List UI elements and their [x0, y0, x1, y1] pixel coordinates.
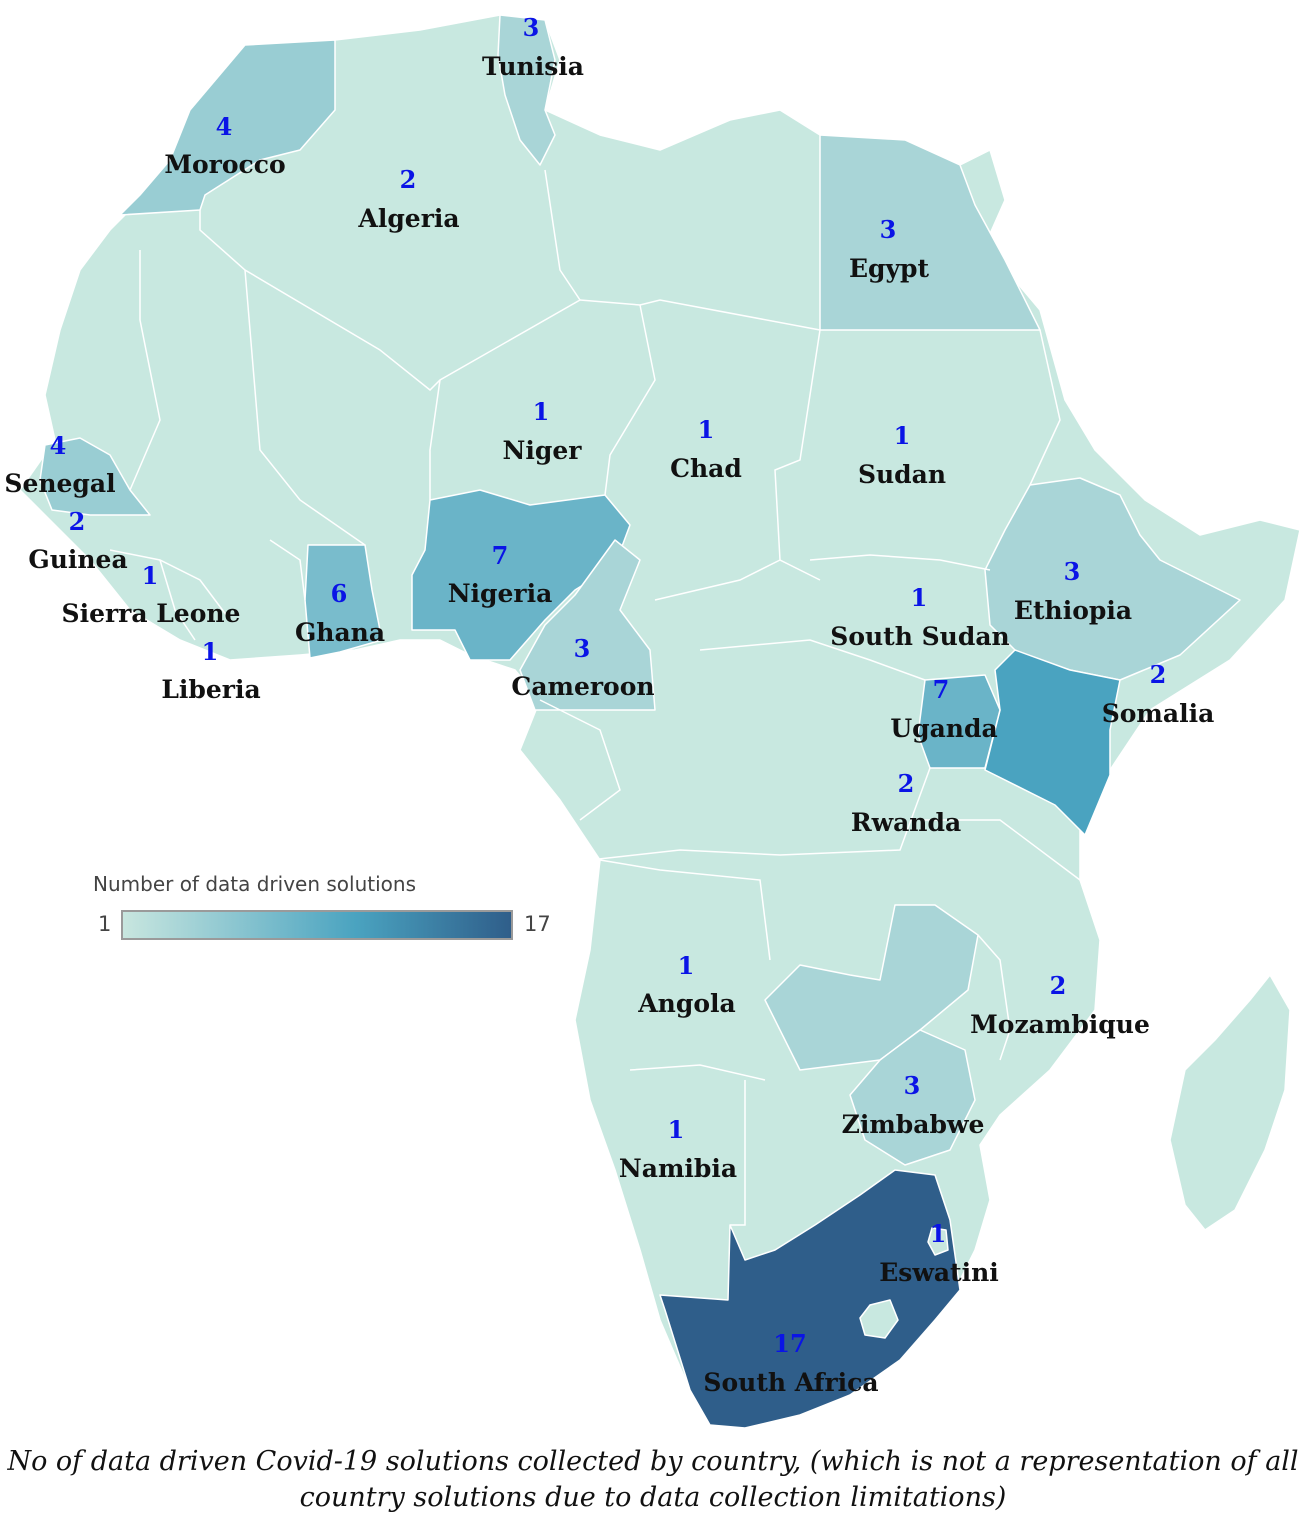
country-labels: 3 Tunisia 4 Morocco 2 Algeria 3 Egypt 1 …	[4, 13, 1214, 1397]
legend-gradient-bar	[121, 910, 513, 940]
count-uganda: 7	[933, 675, 950, 704]
count-somalia: 2	[1150, 660, 1167, 689]
internal-borders	[109, 169, 1081, 1226]
zambia	[764, 904, 979, 1071]
egypt	[819, 134, 1041, 331]
cameroon	[519, 539, 656, 711]
name-mozambique: Mozambique	[970, 1010, 1150, 1039]
count-zimbabwe: 3	[904, 1071, 921, 1100]
count-rwanda: 2	[898, 769, 915, 798]
count-ethiopia: 3	[1064, 557, 1081, 586]
count-chad: 1	[698, 415, 715, 444]
name-algeria: Algeria	[357, 204, 459, 233]
count-eswatini: 1	[930, 1219, 947, 1248]
zimbabwe	[849, 1029, 976, 1166]
count-algeria: 2	[400, 165, 417, 194]
count-sudan: 1	[894, 421, 911, 450]
kenya	[984, 649, 1121, 836]
count-morocco: 4	[216, 112, 233, 141]
count-senegal: 4	[50, 431, 67, 460]
count-mozambique: 2	[1050, 971, 1067, 1000]
count-tunisia: 3	[523, 13, 540, 42]
count-cameroon: 3	[574, 634, 591, 663]
africa-map: 3 Tunisia 4 Morocco 2 Algeria 3 Egypt 1 …	[4, 13, 1301, 1429]
morocco	[119, 39, 336, 216]
name-angola: Angola	[637, 989, 735, 1018]
map-caption: No of data driven Covid-19 solutions col…	[7, 1446, 1299, 1513]
name-ghana: Ghana	[295, 618, 385, 647]
eswatini	[927, 1227, 949, 1256]
name-senegal: Senegal	[4, 469, 115, 498]
name-nigeria: Nigeria	[448, 579, 553, 608]
count-egypt: 3	[880, 215, 897, 244]
name-south-africa: South Africa	[703, 1368, 878, 1397]
legend-max-label: 17	[524, 912, 551, 936]
nigeria	[411, 489, 631, 661]
name-south-sudan: South Sudan	[830, 622, 1009, 651]
name-sudan: Sudan	[858, 460, 946, 489]
name-cameroon: Cameroon	[511, 672, 654, 701]
name-namibia: Namibia	[619, 1154, 737, 1183]
name-uganda: Uganda	[890, 714, 997, 743]
name-zimbabwe: Zimbabwe	[842, 1110, 985, 1139]
count-namibia: 1	[668, 1115, 685, 1144]
senegal	[39, 437, 151, 516]
ghana	[304, 544, 383, 659]
color-legend: Number of data driven solutions 1 17	[88, 868, 568, 948]
count-guinea: 2	[69, 507, 86, 536]
count-niger: 1	[533, 397, 550, 426]
ethiopia	[984, 477, 1241, 681]
count-sierra-leone: 1	[142, 561, 159, 590]
name-rwanda: Rwanda	[851, 808, 961, 837]
legend-min-label: 1	[98, 912, 112, 936]
name-chad: Chad	[670, 454, 742, 483]
legend-title: Number of data driven solutions	[93, 872, 417, 896]
uganda	[917, 674, 1001, 769]
name-sierra-leone: Sierra Leone	[62, 599, 241, 628]
count-liberia: 1	[202, 637, 219, 666]
name-somalia: Somalia	[1102, 699, 1215, 728]
name-egypt: Egypt	[849, 254, 930, 283]
lesotho	[859, 1299, 899, 1339]
name-liberia: Liberia	[161, 675, 260, 704]
name-eswatini: Eswatini	[879, 1258, 999, 1287]
south-africa	[659, 1169, 961, 1429]
count-angola: 1	[678, 951, 695, 980]
count-nigeria: 7	[492, 541, 509, 570]
name-morocco: Morocco	[164, 150, 285, 179]
count-ghana: 6	[331, 579, 348, 608]
name-niger: Niger	[503, 436, 583, 465]
count-south-africa: 17	[773, 1329, 806, 1358]
name-tunisia: Tunisia	[482, 52, 584, 81]
madagascar	[1169, 974, 1291, 1231]
name-guinea: Guinea	[28, 545, 127, 574]
name-ethiopia: Ethiopia	[1014, 596, 1132, 625]
count-south-sudan: 1	[911, 583, 928, 612]
tunisia	[497, 14, 556, 166]
